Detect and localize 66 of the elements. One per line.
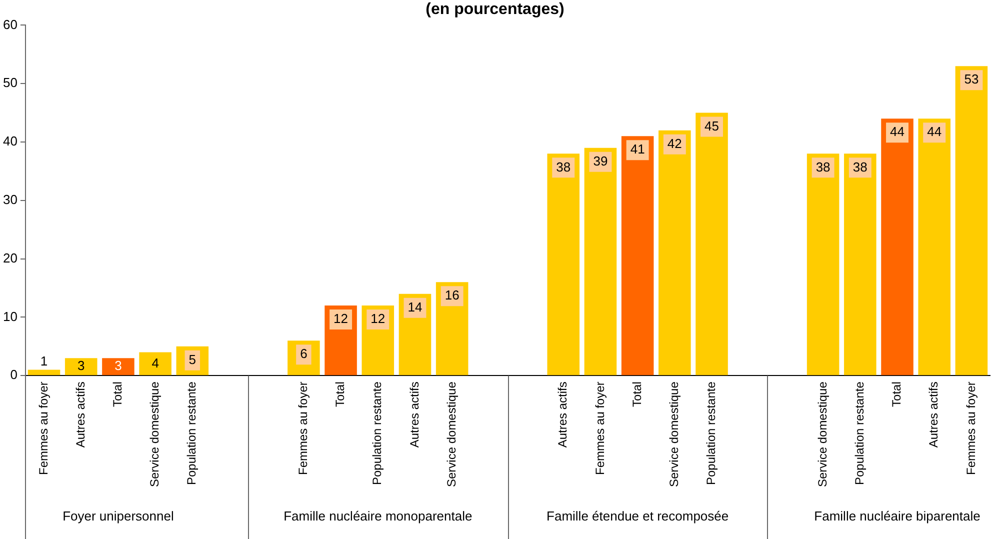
x-tick-label: Autres actifs	[556, 382, 570, 448]
data-label: 42	[667, 136, 682, 151]
x-tick-label: Service domestique	[444, 381, 458, 488]
x-tick-label: Autres actifs	[73, 382, 88, 448]
bar	[102, 358, 134, 376]
y-tick-label: 20	[2, 250, 18, 266]
text: Foyer unipersonnel	[62, 508, 174, 524]
bar	[658, 130, 691, 376]
data-label: 5	[188, 352, 196, 367]
y-tick-label: 40	[2, 134, 18, 149]
x-tick-label: Total	[890, 382, 904, 407]
bar	[584, 148, 617, 376]
y-tick-label: 50	[2, 75, 18, 90]
data-label: 14	[408, 299, 422, 314]
data-label: 44	[927, 124, 942, 140]
bar	[64, 358, 98, 376]
x-tick-label: Femmes au foyer	[592, 382, 607, 475]
data-label: 1	[40, 353, 48, 368]
data-label: 38	[556, 159, 571, 174]
x-tick-label: Population restante	[370, 381, 384, 486]
text: Famille nucléaire monoparentale	[284, 508, 472, 524]
bar	[844, 154, 876, 376]
x-tick-label: Total	[630, 382, 644, 407]
x-tick-label: Autres actifs	[926, 382, 941, 448]
chart-title: (en pourcentages)	[426, 1, 564, 18]
bar	[139, 352, 172, 376]
data-label: 39	[593, 153, 608, 168]
data-label: 16	[444, 288, 460, 303]
x-tick-label: Femmes au foyer	[36, 382, 50, 475]
x-tick-label: Population restante	[704, 381, 718, 486]
data-label: 4	[152, 355, 159, 370]
x-tick-label: Service domestique	[666, 381, 681, 488]
data-label: 38	[816, 159, 830, 174]
x-tick-label: Autres actifs	[407, 382, 422, 448]
text: Famille étendue et recomposée	[546, 508, 729, 524]
bar	[28, 370, 60, 376]
data-label: 41	[630, 142, 645, 157]
y-tick-label: 60	[2, 16, 18, 32]
bar	[806, 154, 840, 376]
data-label: 3	[114, 358, 122, 374]
data-label: 3	[77, 358, 85, 374]
x-tick-label: Femmes au foyer	[296, 382, 310, 475]
data-label: 12	[370, 311, 386, 326]
y-tick-label: 0	[10, 367, 18, 382]
data-label: 12	[334, 311, 348, 326]
x-tick-label: Service domestique	[815, 381, 830, 488]
y-tick-label: 10	[2, 308, 18, 324]
data-label: 44	[890, 124, 904, 140]
data-label: 45	[704, 118, 719, 134]
x-tick-label: Population restante	[184, 381, 199, 486]
bar	[696, 112, 728, 376]
bar	[918, 118, 950, 376]
bar	[881, 118, 914, 376]
y-tick-label: 30	[2, 192, 18, 207]
bar	[955, 66, 988, 376]
text: Famille nucléaire biparentale	[814, 508, 980, 524]
x-tick-label: Total	[333, 382, 348, 407]
bar	[547, 154, 580, 376]
data-label: 6	[300, 346, 308, 362]
bar	[621, 136, 654, 376]
x-tick-label: Total	[110, 382, 125, 407]
x-tick-label: Femmes au foyer	[964, 382, 978, 475]
data-label: 38	[852, 159, 868, 174]
x-tick-label: Population restante	[852, 381, 866, 486]
data-label: 53	[964, 72, 979, 87]
x-tick-label: Service domestique	[148, 381, 162, 488]
